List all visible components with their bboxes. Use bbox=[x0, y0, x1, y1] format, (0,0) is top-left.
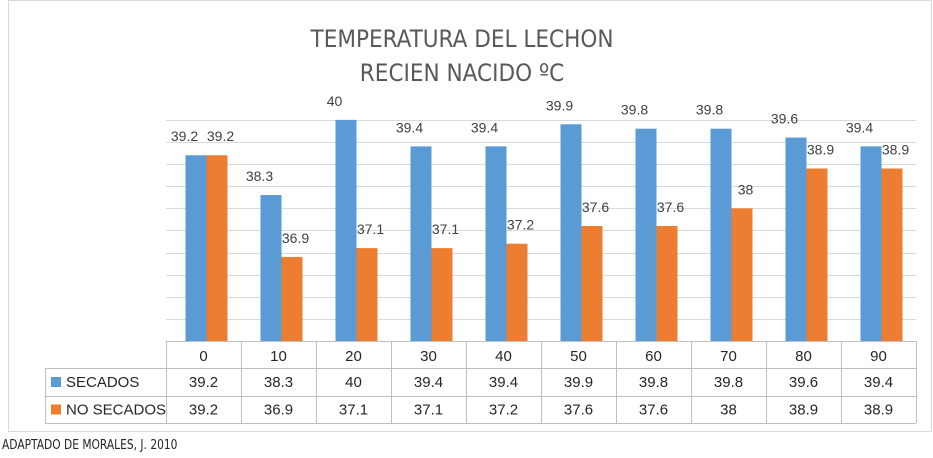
bar-no-secados bbox=[506, 243, 528, 341]
table-header-cell: 30 bbox=[420, 348, 437, 365]
data-label: 37.2 bbox=[507, 217, 534, 233]
bar-no-secados bbox=[281, 256, 303, 341]
data-label: 39.2 bbox=[207, 128, 234, 144]
data-label: 39.6 bbox=[771, 111, 798, 127]
table-header-cell: 40 bbox=[495, 348, 512, 365]
chart-svg: TEMPERATURA DEL LECHON RECIEN NACIDO ºC … bbox=[45, 25, 917, 424]
bar-secados bbox=[635, 128, 657, 341]
data-label: 40 bbox=[327, 93, 343, 109]
table-cell: 37.2 bbox=[489, 402, 518, 419]
bar-secados bbox=[185, 155, 207, 341]
table-cell: 38 bbox=[720, 402, 737, 419]
table-cell: 40 bbox=[345, 374, 362, 391]
table-cell: 39.9 bbox=[564, 374, 593, 391]
table-cell: 39.8 bbox=[639, 374, 668, 391]
table-header-cell: 10 bbox=[270, 348, 287, 365]
data-label: 38.9 bbox=[882, 142, 909, 158]
table-cell: 38.9 bbox=[864, 402, 893, 419]
data-label: 37.1 bbox=[432, 221, 459, 237]
data-label: 36.9 bbox=[282, 230, 309, 246]
table-cell: 39.4 bbox=[489, 374, 518, 391]
table-header-cell: 90 bbox=[870, 348, 887, 365]
table-header-cell: 70 bbox=[720, 348, 737, 365]
legend-label: SECADOS bbox=[66, 374, 139, 391]
table-cell: 37.1 bbox=[339, 402, 368, 419]
data-label: 37.1 bbox=[357, 221, 384, 237]
table-cell: 39.4 bbox=[864, 374, 893, 391]
legend-label: NO SECADOS bbox=[66, 402, 166, 419]
table-cell: 39.6 bbox=[789, 374, 818, 391]
data-label: 39.8 bbox=[696, 102, 723, 118]
data-label: 39.8 bbox=[621, 102, 648, 118]
table-cell: 39.4 bbox=[414, 374, 443, 391]
table-cell: 37.6 bbox=[639, 402, 668, 419]
table-cell: 38.9 bbox=[789, 402, 818, 419]
bar-secados bbox=[335, 119, 357, 341]
source-note: ADAPTADO DE MORALES, J. 2010 bbox=[2, 438, 178, 453]
table-header-cell: 80 bbox=[795, 348, 812, 365]
table-cell: 39.2 bbox=[189, 402, 218, 419]
bar-secados bbox=[410, 146, 432, 341]
data-label: 37.6 bbox=[657, 199, 684, 215]
table-cell: 37.6 bbox=[564, 402, 593, 419]
data-label: 39.4 bbox=[471, 119, 498, 135]
bar-no-secados bbox=[356, 248, 378, 341]
bar-no-secados bbox=[656, 226, 678, 341]
legend-swatch bbox=[51, 377, 61, 387]
chart-title-line-1: TEMPERATURA DEL LECHON bbox=[310, 25, 614, 53]
data-label: 39.9 bbox=[546, 97, 573, 113]
data-label: 39.4 bbox=[846, 119, 873, 135]
table-cell: 37.1 bbox=[414, 402, 443, 419]
data-label: 37.6 bbox=[582, 199, 609, 215]
table-header-cell: 60 bbox=[645, 348, 662, 365]
table-cell: 36.9 bbox=[264, 402, 293, 419]
data-labels: 39.2 39.2 38.3 36.9 40 37.1 39.4 37.1 39.4 37.2 39… bbox=[171, 93, 909, 246]
data-label: 38.3 bbox=[246, 168, 273, 184]
bar-secados bbox=[485, 146, 507, 341]
bar-secados bbox=[560, 124, 582, 342]
bar-no-secados bbox=[881, 168, 903, 341]
data-label: 38.9 bbox=[807, 142, 834, 158]
data-table: 0 10 20 30 40 50 60 70 80 90 SECADOS 39.2 38.3 40 39.4… bbox=[45, 341, 917, 424]
table-header-cell: 0 bbox=[199, 348, 207, 365]
bar-secados bbox=[860, 146, 882, 341]
bar-secados bbox=[260, 195, 282, 341]
chart-frame: TEMPERATURA DEL LECHON RECIEN NACIDO ºC … bbox=[8, 0, 932, 432]
data-label: 39.4 bbox=[396, 119, 423, 135]
legend-swatch bbox=[51, 404, 61, 415]
bars bbox=[185, 119, 903, 342]
data-label: 39.2 bbox=[171, 128, 198, 144]
table-cell: 39.2 bbox=[189, 374, 218, 391]
table-header-cell: 50 bbox=[570, 348, 587, 365]
table-cell: 38.3 bbox=[264, 374, 293, 391]
data-label: 38 bbox=[738, 181, 754, 197]
table-cell: 39.8 bbox=[714, 374, 743, 391]
bar-no-secados bbox=[206, 155, 228, 341]
table-header-cell: 20 bbox=[345, 348, 362, 365]
bar-no-secados bbox=[431, 248, 453, 341]
bar-no-secados bbox=[806, 168, 828, 341]
bar-secados bbox=[710, 128, 732, 341]
bar-no-secados bbox=[581, 226, 603, 341]
chart-title-line-2: RECIEN NACIDO ºC bbox=[360, 59, 564, 87]
bar-secados bbox=[785, 137, 807, 341]
bar-no-secados bbox=[731, 208, 753, 341]
